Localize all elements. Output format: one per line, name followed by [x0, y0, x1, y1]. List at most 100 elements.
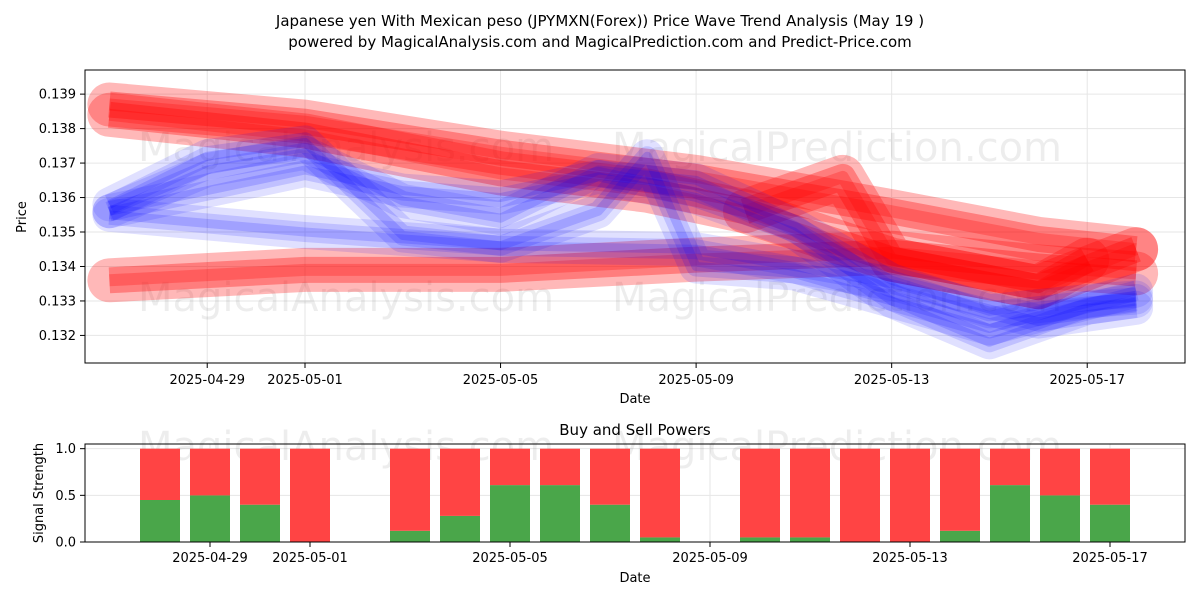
blue-wave-line-1	[105, 142, 1137, 322]
sell-bar	[640, 448, 680, 538]
buy-bar	[240, 504, 280, 542]
red-wave-line-4	[740, 163, 1094, 301]
blue-wave-line-2	[107, 137, 1138, 333]
price-y-tick-label: 0.139	[39, 88, 76, 103]
red-wave-band-1	[87, 82, 1159, 272]
buy-bar	[740, 537, 780, 542]
sell-bar	[590, 448, 630, 505]
power-x-axis-label: Date	[619, 571, 650, 586]
blue-wave-band-3	[92, 197, 1154, 339]
blue-wave-line-1	[107, 148, 1137, 316]
power-y-tick-label: 0.5	[55, 489, 76, 504]
sell-bar	[740, 448, 780, 538]
sell-bar	[840, 448, 880, 542]
sell-bar	[490, 448, 530, 486]
red-wave-line-1	[108, 91, 1138, 263]
red-wave-band-4	[723, 154, 1110, 310]
price-x-tick-label: 2025-05-09	[658, 373, 734, 388]
blue-wave-line-2	[104, 132, 1139, 339]
price-x-tick-label: 2025-05-01	[267, 373, 343, 388]
sell-bar	[1040, 448, 1080, 496]
buy-bar	[1040, 495, 1080, 542]
red-wave-line-2	[108, 239, 1138, 294]
power-chart-title: Buy and Sell Powers	[559, 421, 711, 439]
power-x-ticks: 2025-04-29 2025-05-01 2025-05-05 2025-05-09…	[172, 542, 1148, 566]
red-wave-line-2	[109, 246, 1137, 287]
sell-bar	[140, 448, 180, 500]
watermark-analysis-top: MagicalAnalysis.com	[138, 125, 554, 171]
sell-bar	[290, 448, 330, 542]
price-plot-area	[85, 70, 1185, 363]
price-y-tick-label: 0.138	[39, 122, 76, 137]
price-plot-frame	[84, 69, 1186, 364]
price-y-tick-label: 0.136	[39, 191, 76, 206]
price-y-axis-label: Price	[15, 201, 30, 233]
price-y-ticks: 0.132 0.133 0.134 0.135 0.136 0.137 0.138 0.139	[39, 88, 85, 344]
red-wave-line-3	[87, 92, 1159, 310]
sell-bar	[190, 448, 230, 496]
buy-bar	[490, 485, 530, 542]
price-series-group	[87, 82, 1159, 360]
red-wave-line-3	[108, 108, 1139, 294]
red-wave-line-3	[108, 101, 1141, 301]
price-y-tick-label: 0.137	[39, 157, 76, 172]
price-x-axis-label: Date	[619, 392, 650, 407]
blue-wave-line-2	[92, 125, 1154, 346]
red-wave-line-4	[743, 170, 1091, 294]
buy-bar	[1090, 504, 1130, 542]
price-grid	[85, 70, 1185, 363]
blue-wave-line-3	[108, 204, 1138, 332]
price-x-tick-label: 2025-05-17	[1049, 373, 1125, 388]
red-wave-line-4	[723, 154, 1110, 310]
price-y-tick-label: 0.133	[39, 294, 76, 309]
price-x-tick-label: 2025-05-05	[463, 373, 539, 388]
buy-bar	[590, 504, 630, 542]
buy-bar	[140, 500, 180, 542]
sell-bar	[440, 448, 480, 516]
blue-wave-line-4	[107, 160, 1138, 353]
price-y-tick-label: 0.132	[39, 329, 76, 344]
sell-bar	[790, 448, 830, 538]
chart-title-line2: powered by MagicalAnalysis.com and Magic…	[288, 33, 912, 51]
blue-wave-line-3	[92, 197, 1154, 339]
sell-bar	[940, 448, 980, 531]
power-bars-group	[140, 448, 1130, 542]
power-x-tick-label: 2025-05-13	[872, 551, 948, 566]
power-y-axis-label: Signal Strength	[32, 443, 47, 543]
buy-bar	[940, 530, 980, 542]
power-x-tick-label: 2025-05-05	[472, 551, 548, 566]
watermark-prediction-power: MagicalPrediction.com	[612, 424, 1062, 470]
sell-bar	[990, 448, 1030, 486]
chart-title-line1: Japanese yen With Mexican peso (JPYMXN(F…	[275, 12, 924, 30]
buy-bar	[440, 515, 480, 542]
power-plot-frame	[84, 443, 1186, 543]
power-y-ticks: 0.0 0.5 1.0	[55, 442, 85, 551]
buy-bar	[990, 485, 1030, 542]
blue-wave-line-1	[92, 135, 1154, 329]
power-x-tick-label: 2025-04-29	[172, 551, 248, 566]
price-x-tick-label: 2025-04-29	[169, 373, 245, 388]
watermark-prediction-top: MagicalPrediction.com	[612, 125, 1062, 171]
buy-bar	[540, 485, 580, 542]
blue-wave-band-4	[92, 153, 1154, 360]
price-y-tick-label: 0.135	[39, 226, 76, 241]
sell-bar	[1090, 448, 1130, 505]
red-wave-line-2	[87, 230, 1159, 303]
price-panel: MagicalAnalysis.com MagicalPrediction.co…	[15, 69, 1186, 407]
blue-wave-band-2	[92, 125, 1154, 346]
watermark-analysis-bottom: MagicalAnalysis.com	[138, 275, 554, 321]
power-panel: Buy and Sell Powers MagicalAnalysis.com …	[32, 421, 1186, 586]
sell-bar	[240, 448, 280, 505]
sell-bar	[540, 448, 580, 486]
blue-wave-line-4	[108, 165, 1137, 347]
red-wave-line-1	[87, 82, 1159, 272]
red-wave-band-2	[87, 230, 1159, 303]
watermark-prediction-bottom: MagicalPrediction.com	[612, 275, 1062, 321]
buy-bar	[790, 537, 830, 542]
blue-wave-band-1	[92, 135, 1154, 329]
buy-bar	[390, 530, 430, 542]
power-x-tick-label: 2025-05-09	[672, 551, 748, 566]
buy-bar	[190, 495, 230, 542]
power-y-tick-label: 1.0	[55, 442, 76, 457]
